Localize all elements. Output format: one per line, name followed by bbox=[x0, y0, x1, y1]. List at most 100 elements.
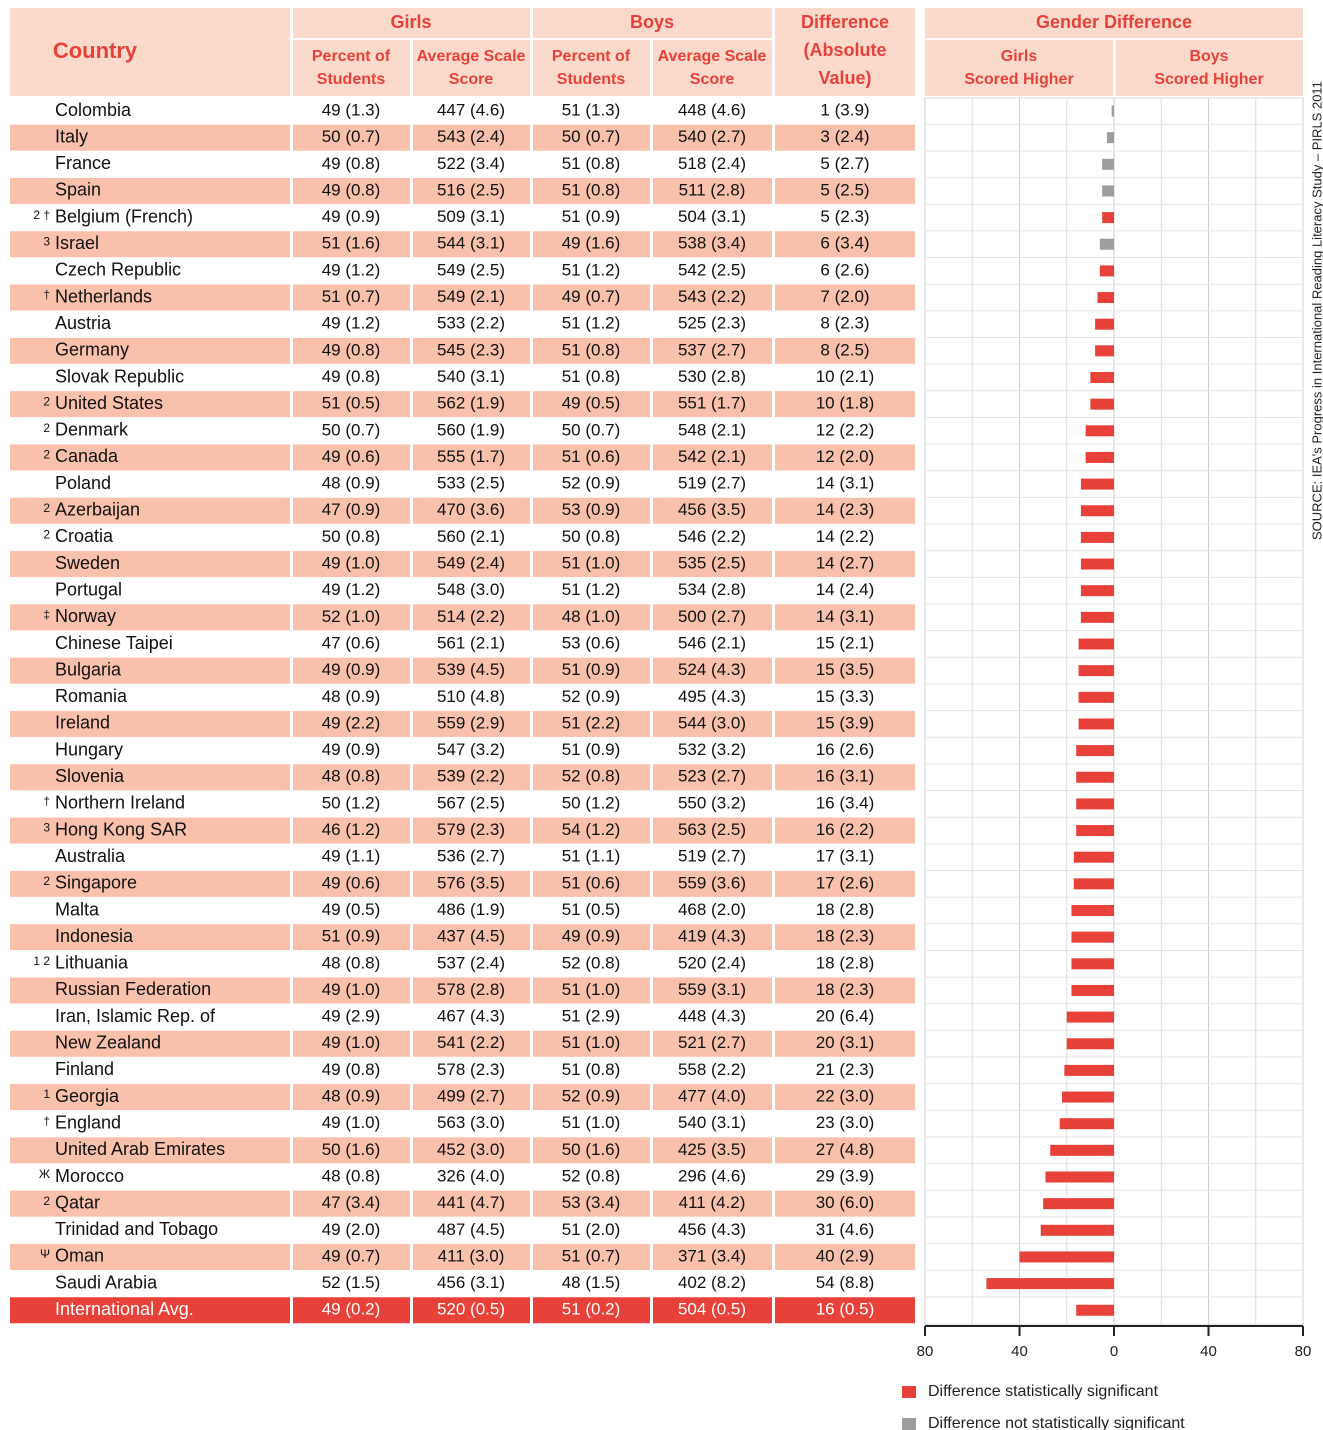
cell: 49 (0.8) bbox=[322, 154, 381, 173]
cell: 537 (2.7) bbox=[678, 340, 746, 359]
header: Country Girls Boys Gender Difference bbox=[10, 8, 1303, 96]
cell: 51 (0.8) bbox=[562, 154, 621, 173]
cell: 519 (2.7) bbox=[678, 847, 746, 866]
cell: 22 (3.0) bbox=[816, 1087, 875, 1106]
footnote-mark: 2 † bbox=[33, 208, 50, 222]
cell: 50 (0.7) bbox=[322, 127, 381, 146]
cell: 14 (2.3) bbox=[816, 500, 875, 519]
row-bg bbox=[293, 817, 410, 844]
row-bg bbox=[293, 710, 410, 737]
cell: 21 (2.3) bbox=[816, 1060, 875, 1079]
row-bg bbox=[10, 764, 290, 791]
cell: 548 (2.1) bbox=[678, 420, 746, 439]
row-bg bbox=[775, 1137, 915, 1164]
cell: 18 (2.3) bbox=[816, 980, 875, 999]
country-name: New Zealand bbox=[55, 1033, 161, 1053]
cell: 537 (2.4) bbox=[437, 953, 505, 972]
cell: 532 (3.2) bbox=[678, 740, 746, 759]
cell: 546 (2.1) bbox=[678, 633, 746, 652]
row-bg bbox=[10, 1137, 290, 1164]
row-bg bbox=[775, 1297, 915, 1324]
cell: 12 (2.2) bbox=[816, 420, 875, 439]
cell: 49 (2.9) bbox=[322, 1007, 381, 1026]
cell: 52 (0.8) bbox=[562, 1166, 621, 1185]
row-bg bbox=[775, 231, 915, 258]
bar bbox=[1102, 158, 1114, 170]
cell: 51 (1.2) bbox=[562, 580, 621, 599]
source-note: SOURCE: IEA's Progress in International … bbox=[1309, 81, 1323, 540]
cell: 49 (0.5) bbox=[562, 394, 621, 413]
bar bbox=[1078, 665, 1114, 677]
cell: 49 (1.0) bbox=[322, 1113, 381, 1132]
cell: 51 (1.1) bbox=[562, 847, 621, 866]
country-name: Iran, Islamic Rep. of bbox=[55, 1006, 216, 1026]
cell: 522 (3.4) bbox=[437, 154, 505, 173]
row-bg bbox=[775, 977, 915, 1004]
cell: 16 (3.4) bbox=[816, 793, 875, 812]
header-boys: Boys bbox=[630, 12, 674, 32]
row-bg bbox=[653, 1084, 772, 1111]
cell: 5 (2.3) bbox=[820, 207, 869, 226]
cell: 51 (0.8) bbox=[562, 1060, 621, 1079]
country-name: Chinese Taipei bbox=[55, 633, 173, 653]
cell: 51 (0.5) bbox=[562, 900, 621, 919]
cell: 579 (2.3) bbox=[437, 820, 505, 839]
cell: 53 (0.6) bbox=[562, 633, 621, 652]
cell: 52 (0.9) bbox=[562, 687, 621, 706]
country-name: Poland bbox=[55, 473, 111, 493]
cell: 542 (2.5) bbox=[678, 260, 746, 279]
country-name: Spain bbox=[55, 180, 101, 200]
cell: 419 (4.3) bbox=[678, 927, 746, 946]
bar bbox=[1085, 425, 1114, 437]
row-bg bbox=[653, 497, 772, 524]
header-label: Boys bbox=[1189, 48, 1228, 65]
cell: 456 (4.3) bbox=[678, 1220, 746, 1239]
row-bg bbox=[293, 284, 410, 311]
country-name: Malta bbox=[55, 899, 100, 919]
cell: 8 (2.5) bbox=[820, 340, 869, 359]
cell: 533 (2.2) bbox=[437, 314, 505, 333]
cell: 52 (0.9) bbox=[562, 1087, 621, 1106]
row-bg bbox=[533, 710, 650, 737]
bar bbox=[1097, 292, 1114, 304]
cell: 50 (0.8) bbox=[562, 527, 621, 546]
row-bg bbox=[413, 604, 530, 631]
cell: 546 (2.2) bbox=[678, 527, 746, 546]
bar bbox=[1066, 1038, 1114, 1050]
row-bg bbox=[775, 124, 915, 151]
row-bg bbox=[10, 1030, 290, 1057]
cell: 49 (0.9) bbox=[322, 660, 381, 679]
bar bbox=[1080, 585, 1114, 597]
cell: 51 (0.9) bbox=[562, 207, 621, 226]
cell: 51 (0.8) bbox=[562, 180, 621, 199]
cell: 509 (3.1) bbox=[437, 207, 505, 226]
cell: 560 (1.9) bbox=[437, 420, 505, 439]
country-name: Hungary bbox=[55, 739, 123, 759]
header-label: Score bbox=[449, 71, 494, 88]
cell: 49 (1.0) bbox=[322, 1033, 381, 1052]
row-bg bbox=[293, 1084, 410, 1111]
row-bg bbox=[533, 924, 650, 951]
cell: 52 (0.9) bbox=[562, 474, 621, 493]
row-bg bbox=[533, 284, 650, 311]
cell: 540 (3.1) bbox=[437, 367, 505, 386]
country-name: Netherlands bbox=[55, 286, 152, 306]
bar bbox=[1111, 105, 1114, 117]
country-name: Georgia bbox=[55, 1086, 120, 1106]
bar bbox=[1102, 185, 1114, 197]
row-bg bbox=[10, 817, 290, 844]
cell: 51 (1.0) bbox=[562, 1113, 621, 1132]
cell: 6 (2.6) bbox=[820, 260, 869, 279]
row-bg bbox=[10, 231, 290, 258]
row-bg bbox=[653, 977, 772, 1004]
cell: 555 (1.7) bbox=[437, 447, 505, 466]
cell: 50 (1.6) bbox=[322, 1140, 381, 1159]
footnote-mark: 2 bbox=[43, 1194, 50, 1208]
cell: 477 (4.0) bbox=[678, 1087, 746, 1106]
cell: 20 (3.1) bbox=[816, 1033, 875, 1052]
row-bg bbox=[653, 551, 772, 578]
row-bg bbox=[10, 977, 290, 1004]
row-bg bbox=[775, 177, 915, 204]
country-name: Germany bbox=[55, 340, 129, 360]
cell: 49 (0.9) bbox=[562, 927, 621, 946]
